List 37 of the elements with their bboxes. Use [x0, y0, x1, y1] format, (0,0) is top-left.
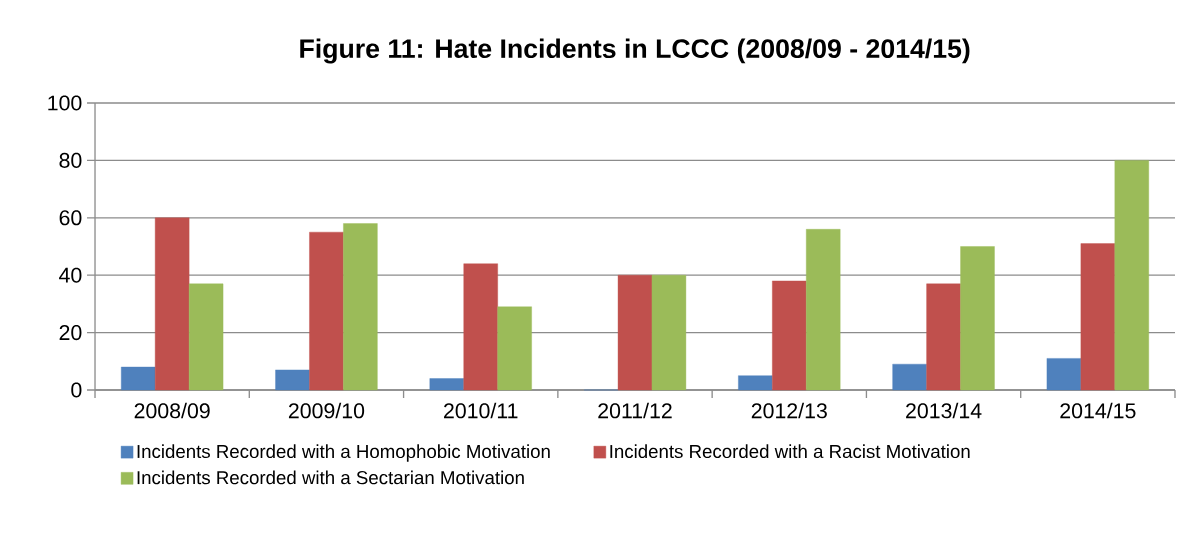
bar [772, 280, 807, 391]
y-tick-label: 60 [59, 210, 82, 226]
legend-label: Incidents Recorded with a Racist Motivation [610, 444, 970, 459]
bar [275, 369, 310, 391]
bar [343, 223, 378, 391]
x-tick-label: 2011/12 [598, 402, 672, 419]
bar [738, 375, 773, 391]
bar [1080, 243, 1116, 391]
x-tick-label: 2012/13 [751, 402, 827, 419]
bar [497, 306, 532, 391]
y-tick-label: 80 [59, 152, 82, 168]
bar [188, 283, 224, 391]
bar [121, 366, 156, 391]
legend-label: Incidents Recorded with a Sectarian Motivation [137, 470, 524, 485]
chart-title: Figure 11: Hate Incidents in LCCC (2008/09 - 2014/15) [300, 38, 970, 64]
bar [806, 229, 841, 391]
bar [154, 217, 190, 391]
bar [960, 246, 995, 391]
y-tick-label: 40 [59, 267, 82, 283]
y-tick-label: 20 [59, 325, 82, 341]
x-tick-label: 2014/15 [1060, 402, 1136, 419]
bar [926, 283, 961, 391]
y-tick-label: 100 [48, 95, 82, 111]
bar [1046, 358, 1082, 391]
bar [463, 263, 498, 391]
bar [617, 274, 653, 391]
x-tick-label: 2013/14 [906, 402, 982, 419]
legend-label: Incidents Recorded with a Homophobic Motivation [137, 444, 550, 462]
x-tick-label: 2010/11 [444, 402, 518, 419]
bar [309, 231, 344, 391]
x-tick-label: 2008/09 [134, 402, 210, 419]
bar [892, 363, 927, 391]
bar [429, 378, 464, 391]
bar [651, 274, 687, 391]
y-tick-label: 0 [71, 382, 82, 398]
x-tick-label: 2009/10 [288, 402, 365, 419]
bar [1114, 160, 1149, 391]
